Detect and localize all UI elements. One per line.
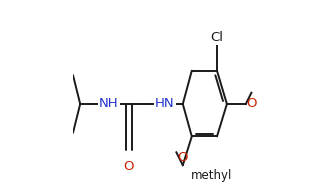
Text: HN: HN xyxy=(155,97,175,110)
Text: NH: NH xyxy=(99,97,119,110)
Text: O: O xyxy=(178,151,188,164)
Text: O: O xyxy=(124,160,134,173)
Text: methyl: methyl xyxy=(191,169,232,182)
Text: O: O xyxy=(247,97,257,110)
Text: Cl: Cl xyxy=(211,31,224,44)
